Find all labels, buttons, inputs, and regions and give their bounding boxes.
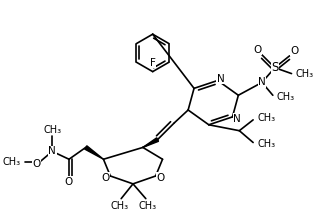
Text: N: N [217, 73, 225, 83]
Text: N: N [48, 146, 56, 156]
Text: O: O [65, 177, 73, 187]
Text: N: N [258, 77, 266, 87]
Polygon shape [143, 138, 159, 147]
Text: CH₃: CH₃ [257, 113, 275, 123]
Text: O: O [156, 173, 165, 183]
Text: O: O [101, 173, 110, 183]
Text: F: F [150, 58, 156, 68]
Text: O: O [290, 46, 299, 56]
Polygon shape [84, 146, 103, 159]
Text: O: O [253, 45, 261, 55]
Text: CH₃: CH₃ [43, 125, 61, 135]
Text: CH₃: CH₃ [295, 69, 314, 79]
Text: CH₃: CH₃ [277, 92, 295, 102]
Text: N: N [233, 114, 241, 124]
Text: CH₃: CH₃ [3, 157, 21, 167]
Text: CH₃: CH₃ [110, 200, 128, 210]
Text: S: S [271, 61, 279, 74]
Text: CH₃: CH₃ [139, 200, 157, 210]
Text: O: O [32, 159, 41, 169]
Text: CH₃: CH₃ [257, 139, 275, 149]
